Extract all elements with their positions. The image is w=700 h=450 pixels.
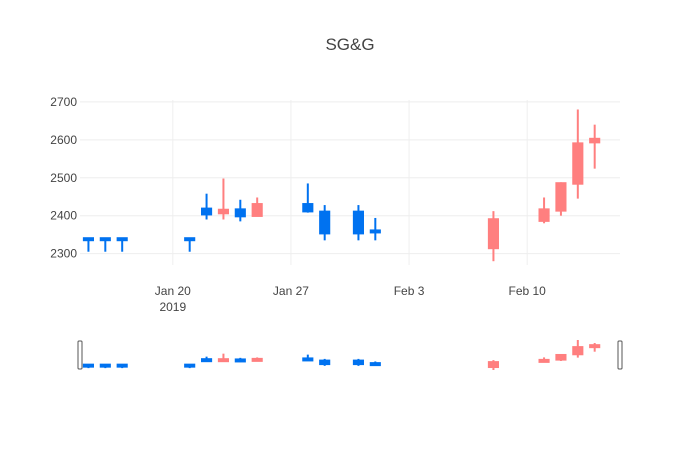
candle-body bbox=[184, 237, 196, 242]
candlestick bbox=[538, 197, 550, 224]
candlestick bbox=[217, 178, 229, 220]
y-tick-label: 2300 bbox=[50, 247, 77, 261]
x-tick-sublabel: 2019 bbox=[159, 300, 186, 314]
y-tick-label: 2400 bbox=[50, 209, 77, 223]
candle-body bbox=[487, 218, 499, 250]
candlestick bbox=[302, 183, 314, 213]
candle-body bbox=[116, 363, 128, 368]
candle-body bbox=[251, 357, 263, 362]
candle-body bbox=[99, 363, 111, 368]
candlestick bbox=[201, 193, 213, 220]
slider-candlestick bbox=[99, 363, 111, 369]
candle-body bbox=[302, 357, 314, 362]
y-tick-label: 2500 bbox=[50, 171, 77, 185]
candlestick-series bbox=[82, 109, 601, 262]
slider-candlestick bbox=[184, 363, 196, 369]
slider-candlestick bbox=[369, 361, 381, 367]
slider-candlestick bbox=[82, 363, 94, 369]
candle-body bbox=[572, 346, 584, 356]
candle-body bbox=[82, 363, 94, 368]
candle-body bbox=[99, 237, 111, 242]
candle-body bbox=[234, 358, 246, 363]
candle-body bbox=[319, 210, 331, 235]
slider-candlestick bbox=[572, 340, 584, 358]
candlestick bbox=[555, 182, 567, 216]
candle-body bbox=[251, 203, 263, 217]
candle-body bbox=[572, 142, 584, 185]
grid bbox=[80, 100, 620, 265]
candle-body bbox=[555, 353, 567, 361]
candle-body bbox=[369, 362, 381, 367]
chart-title: SG&G bbox=[325, 35, 374, 54]
slider-candlestick bbox=[217, 353, 229, 363]
candlestick bbox=[352, 205, 364, 241]
slider-candlestick bbox=[487, 360, 499, 370]
slider-candlestick bbox=[234, 357, 246, 363]
slider-candlestick bbox=[555, 353, 567, 361]
candlestick bbox=[116, 237, 128, 252]
y-axis: 2300 2400 2500 2600 2700 bbox=[50, 95, 77, 261]
range-slider-right-handle[interactable] bbox=[617, 340, 623, 370]
y-tick-label: 2600 bbox=[50, 133, 77, 147]
slider-candlestick bbox=[538, 357, 550, 363]
candle-body bbox=[538, 208, 550, 222]
slider-candlestick bbox=[116, 363, 128, 369]
candle-body bbox=[589, 137, 601, 144]
y-tick-label: 2700 bbox=[50, 95, 77, 109]
candlestick bbox=[589, 124, 601, 169]
candlestick bbox=[251, 197, 263, 217]
candle-body bbox=[116, 237, 128, 242]
candlestick bbox=[99, 237, 111, 252]
candle-body bbox=[234, 208, 246, 218]
slider-candlestick bbox=[201, 356, 213, 363]
slider-candlestick bbox=[251, 357, 263, 362]
candlestick bbox=[184, 237, 196, 252]
candle-body bbox=[589, 344, 601, 349]
x-tick-label: Jan 20 bbox=[155, 284, 191, 298]
x-tick-label: Feb 10 bbox=[509, 284, 547, 298]
slider-candlestick bbox=[302, 354, 314, 362]
range-slider-left-handle[interactable] bbox=[77, 340, 83, 370]
candle-body bbox=[184, 363, 196, 368]
candle-body bbox=[82, 237, 94, 242]
candle-body bbox=[352, 359, 364, 366]
candle-body bbox=[352, 210, 364, 235]
candle-body bbox=[538, 358, 550, 363]
candle-body bbox=[369, 229, 381, 234]
candle-body bbox=[487, 361, 499, 369]
x-axis: Jan 20 2019 Jan 27 Feb 3 Feb 10 bbox=[155, 284, 546, 314]
candle-body bbox=[201, 358, 213, 363]
candle-body bbox=[302, 203, 314, 213]
slider-candlestick bbox=[589, 343, 601, 352]
candlestick bbox=[234, 199, 246, 222]
slider-candlestick bbox=[352, 358, 364, 366]
candlestick bbox=[572, 109, 584, 199]
candle-body bbox=[319, 359, 331, 366]
candlestick bbox=[369, 217, 381, 241]
candle-body bbox=[555, 182, 567, 212]
candle-body bbox=[201, 207, 213, 216]
candlestick bbox=[487, 211, 499, 262]
x-tick-label: Jan 27 bbox=[273, 284, 309, 298]
candlestick bbox=[82, 237, 94, 252]
slider-candlestick bbox=[319, 358, 331, 366]
candlestick bbox=[319, 205, 331, 241]
candle-body bbox=[217, 208, 229, 215]
x-tick-label: Feb 3 bbox=[394, 284, 425, 298]
candle-body bbox=[217, 358, 229, 363]
range-slider[interactable] bbox=[77, 340, 623, 370]
